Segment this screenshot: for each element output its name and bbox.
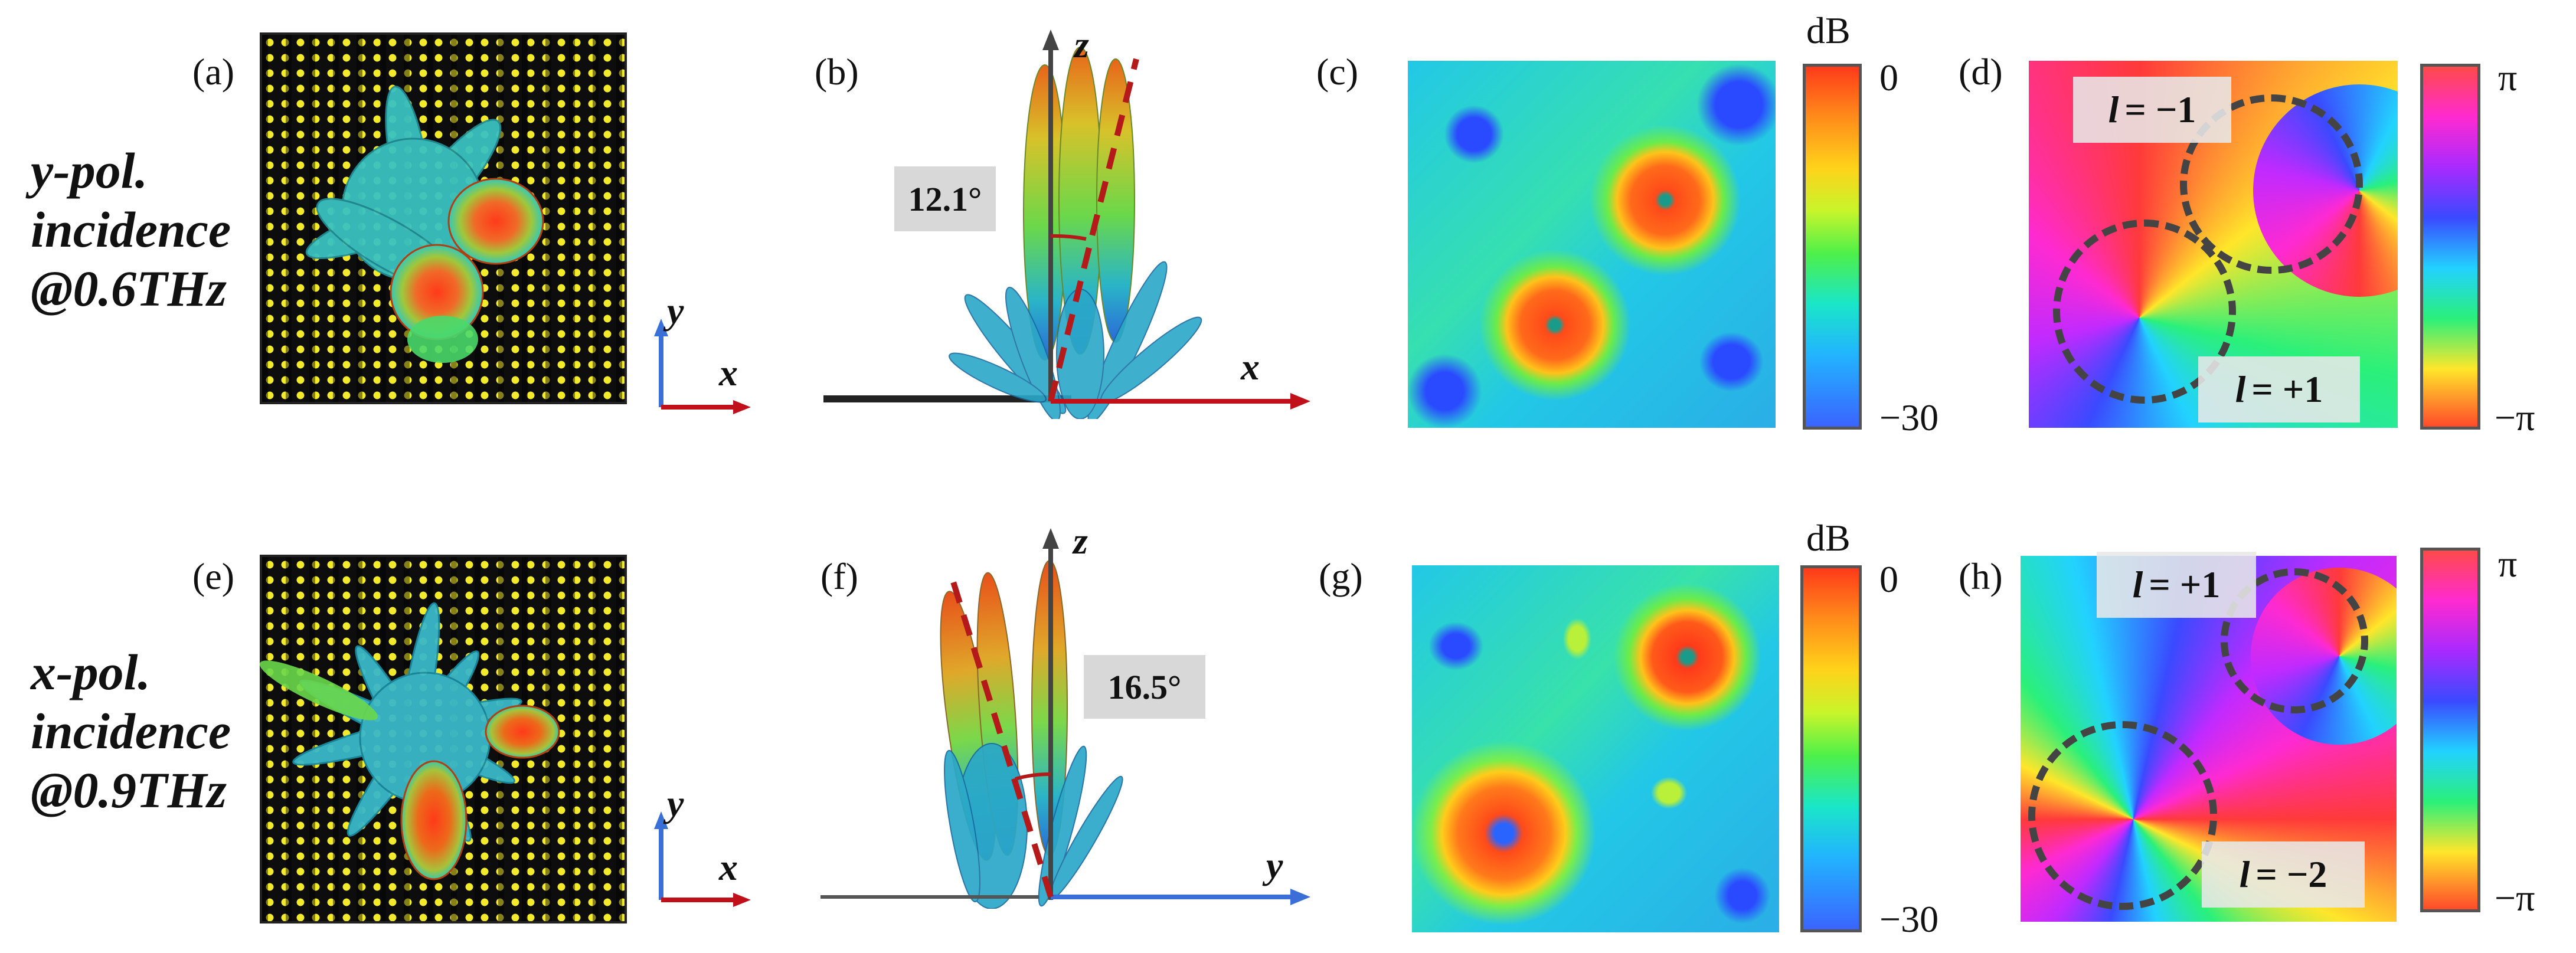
- farfield-side-b: [823, 30, 1310, 419]
- vortex-circle-h-lower: [2028, 721, 2217, 910]
- axis-label-b-h: x: [1241, 346, 1260, 388]
- row-label-incidence: incidence: [31, 201, 231, 258]
- panel-label-g: (g): [1319, 555, 1363, 597]
- row-label-bottom: x-pol. incidence @0.9THz: [31, 643, 231, 820]
- colorbar-unit-top: dB: [1806, 9, 1851, 51]
- colorbar-phase-top: [2420, 64, 2480, 430]
- colorbar-phase-max-top: π: [2498, 57, 2518, 99]
- colorbar-min-top: −30: [1879, 397, 1939, 438]
- axis-triad-e: [654, 811, 751, 907]
- row-label-incidence: incidence: [31, 702, 231, 759]
- colorbar-phase-min-bottom: −π: [2495, 877, 2535, 919]
- farfield-pattern-e: [260, 602, 560, 880]
- row-label-pol: x-pol.: [31, 644, 151, 700]
- colorbar-phase-max-bottom: π: [2498, 543, 2518, 585]
- farfield-pattern-a: [305, 86, 544, 363]
- colorbar-max-top: 0: [1879, 57, 1898, 99]
- farfield-side-f: [820, 528, 1310, 909]
- axis-triad-a: [654, 319, 751, 414]
- mode-label-h-upper: l = +1: [2097, 552, 2256, 618]
- axis-label-f-h: y: [1266, 844, 1283, 886]
- row-label-frequency: @0.9THz: [31, 761, 227, 818]
- axis-label-b-v: z: [1074, 24, 1089, 66]
- axis-label-e-h: x: [719, 846, 738, 888]
- panel-label-c: (c): [1316, 51, 1359, 93]
- mode-label-d-upper: l = −1: [2073, 77, 2231, 143]
- amplitude-map-g: [1412, 565, 1779, 932]
- angle-label-b: 12.1°: [894, 166, 996, 231]
- axis-label-e-v: y: [667, 782, 684, 824]
- colorbar-max-bottom: 0: [1879, 558, 1898, 600]
- colorbar-min-bottom: −30: [1879, 898, 1939, 940]
- panel-label-e: (e): [192, 555, 235, 597]
- mode-label-d-lower: l = +1: [2198, 356, 2360, 423]
- panel-label-h: (h): [1959, 555, 2003, 597]
- panel-label-d: (d): [1959, 51, 2003, 93]
- colorbar-unit-bottom: dB: [1806, 517, 1851, 559]
- axis-label-f-v: z: [1073, 520, 1088, 562]
- axis-label-a-v: y: [667, 290, 684, 332]
- panel-label-b: (b): [815, 51, 859, 93]
- colorbar-phase-bottom: [2420, 548, 2480, 912]
- row-label-frequency: @0.6THz: [31, 260, 227, 317]
- mode-label-h-lower: l = −2: [2202, 841, 2365, 908]
- amplitude-map-c: [1408, 61, 1776, 428]
- colorbar-phase-min-top: −π: [2495, 397, 2535, 438]
- panel-label-a: (a): [192, 51, 235, 93]
- colorbar-amplitude-bottom: [1800, 565, 1862, 932]
- panel-label-f: (f): [820, 555, 858, 597]
- angle-label-f: 16.5°: [1084, 655, 1205, 719]
- colorbar-amplitude-top: [1803, 64, 1862, 430]
- row-label-top: y-pol. incidence @0.6THz: [31, 142, 231, 318]
- axis-label-a-h: x: [719, 352, 738, 394]
- row-label-pol: y-pol.: [31, 142, 148, 199]
